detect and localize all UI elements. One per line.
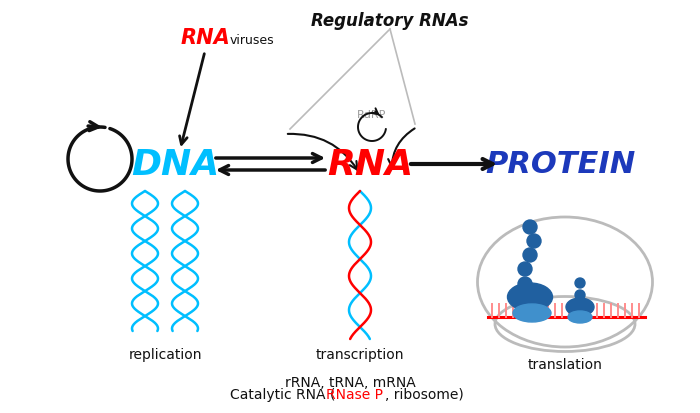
- Text: replication: replication: [128, 347, 202, 361]
- Ellipse shape: [513, 304, 551, 322]
- Ellipse shape: [568, 311, 592, 323]
- Text: RNA: RNA: [180, 28, 230, 48]
- Ellipse shape: [508, 283, 552, 311]
- Circle shape: [575, 278, 585, 288]
- Text: viruses: viruses: [230, 33, 274, 46]
- Circle shape: [518, 262, 532, 276]
- Text: transcription: transcription: [316, 347, 405, 361]
- Circle shape: [523, 221, 537, 235]
- Text: PROTEIN: PROTEIN: [485, 150, 635, 179]
- Text: Regulatory RNAs: Regulatory RNAs: [312, 12, 469, 30]
- Text: translation: translation: [528, 357, 603, 371]
- Text: RdRP: RdRP: [357, 110, 386, 120]
- Text: rRNA, tRNA, mRNA: rRNA, tRNA, mRNA: [285, 375, 415, 389]
- Circle shape: [527, 235, 541, 248]
- Ellipse shape: [566, 298, 594, 316]
- Circle shape: [523, 248, 537, 262]
- Text: RNA: RNA: [327, 147, 413, 182]
- Circle shape: [518, 277, 532, 291]
- Circle shape: [575, 290, 585, 300]
- Text: DNA: DNA: [131, 147, 219, 182]
- Text: RNase P: RNase P: [326, 387, 383, 401]
- Text: Catalytic RNA (: Catalytic RNA (: [230, 387, 335, 401]
- Text: , ribosome): , ribosome): [385, 387, 463, 401]
